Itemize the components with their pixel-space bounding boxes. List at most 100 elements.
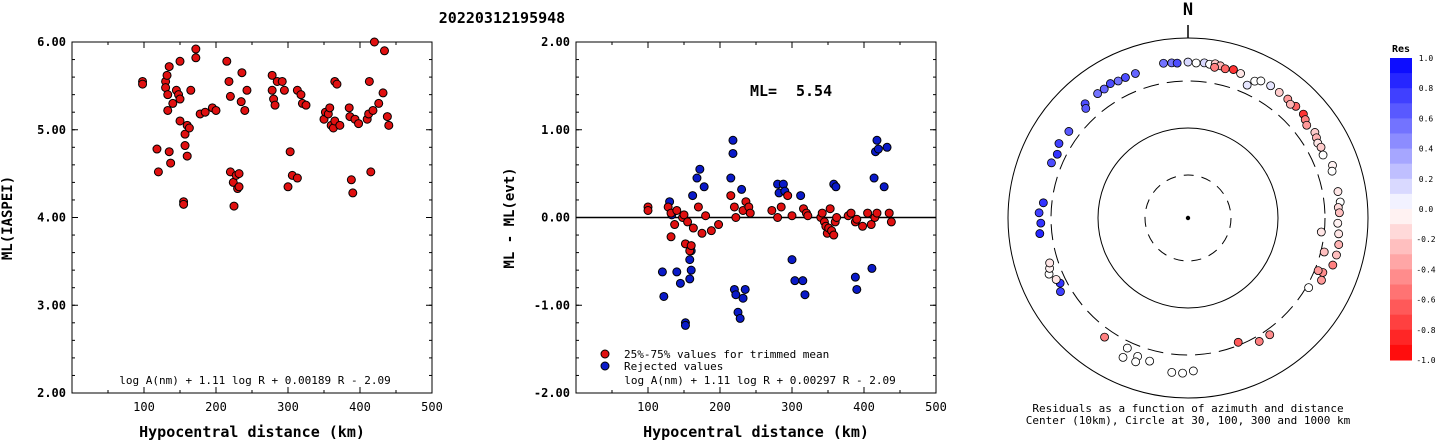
magnitude-point	[184, 123, 194, 133]
colorbar-segment	[1390, 224, 1412, 240]
magnitude-point	[229, 201, 239, 211]
magnitude-point	[283, 182, 293, 192]
magnitude-point	[225, 91, 235, 101]
station-residual-point	[1188, 366, 1198, 376]
magnitude-point	[234, 169, 244, 179]
colorbar-tick-label: 1.0	[1419, 54, 1434, 63]
station-residual-point	[1228, 65, 1238, 74]
station-residual-point	[1118, 352, 1128, 362]
used-point	[767, 205, 777, 215]
residual-ytick-label: -1.00	[534, 298, 570, 312]
ring-30km	[1144, 174, 1232, 262]
station-residual-point	[1100, 332, 1109, 342]
magnitude-ytick-label: 5.00	[37, 123, 66, 137]
station-residual-point	[1304, 283, 1314, 293]
magnitude-point	[236, 97, 246, 107]
rejected-point	[675, 278, 685, 288]
station-residual-point	[1167, 367, 1177, 377]
rejected-point	[728, 148, 738, 158]
colorbar-segment	[1390, 58, 1412, 74]
rejected-point	[879, 182, 889, 192]
magnitude-point	[242, 85, 252, 95]
magnitude-point	[200, 107, 210, 117]
rejected-point	[692, 173, 702, 183]
station-residual-point	[1081, 104, 1091, 113]
magnitude-point	[382, 112, 392, 122]
ring-1000km	[1007, 37, 1369, 399]
ml-label: ML=	[750, 82, 777, 100]
station-residual-point	[1332, 250, 1341, 260]
station-residual-point	[1183, 57, 1193, 67]
station-residual-point	[1052, 149, 1062, 159]
colorbar-segment	[1390, 148, 1412, 165]
rejected-point	[726, 173, 736, 183]
station-residual-point	[1034, 208, 1044, 218]
magnitude-point	[186, 85, 196, 95]
ring-100km	[1097, 127, 1279, 309]
station-residual-point	[1210, 62, 1219, 72]
magnitude-point	[292, 173, 302, 183]
colorbar	[1390, 58, 1412, 361]
colorbar-tick-label: 0.6	[1419, 114, 1434, 123]
magnitude-point	[374, 98, 384, 108]
residual-panel: 100 200 300 400 500 2.00 1.00 0.00 -1.00 -2.00 ML…	[502, 35, 947, 441]
magnitude-ytick-label: 2.00	[37, 386, 66, 400]
used-point	[884, 208, 894, 218]
colorbar-segment	[1390, 344, 1412, 361]
station-residual-point	[1191, 58, 1201, 68]
used-point	[773, 213, 783, 222]
rejected-point	[873, 144, 883, 154]
magnitude-xtick-label: 100	[133, 400, 155, 414]
figure-title: 20220312195948	[439, 9, 565, 27]
magnitude-point	[344, 103, 354, 113]
station-residual-point	[1220, 64, 1230, 74]
colorbar-tick-label: 0.0	[1419, 205, 1434, 214]
magnitude-panel: 100 200 300 400 500 6.00 5.00 4.00 3.00 2.00 log …	[0, 35, 443, 441]
rejected-point	[882, 142, 892, 152]
magnitude-point	[168, 98, 178, 108]
used-point	[729, 202, 739, 212]
station-residual-point	[1317, 275, 1326, 285]
rejected-point	[850, 272, 860, 282]
station-residual-point	[1113, 76, 1123, 86]
station-residual-point	[1334, 208, 1344, 218]
colorbar-tick-label: -0.4	[1416, 265, 1435, 274]
magnitude-point	[267, 70, 277, 80]
rejected-point	[798, 276, 808, 286]
station-residual-point	[1122, 343, 1132, 353]
used-point	[683, 217, 693, 227]
used-point	[832, 213, 842, 222]
magnitude-point	[179, 199, 189, 209]
station-residual-point	[1145, 356, 1155, 366]
magnitude-point	[166, 158, 176, 168]
used-point	[803, 211, 813, 221]
residual-xtick-label: 100	[637, 400, 659, 414]
magnitude-point	[366, 167, 376, 177]
rejected-point	[699, 182, 709, 192]
legend-label-rejected: Rejected values	[624, 360, 723, 373]
colorbar-tick-label: 0.8	[1419, 84, 1434, 93]
magnitude-xlabel: Hypocentral distance (km)	[139, 423, 365, 441]
magnitude-point	[332, 79, 342, 89]
legend-label-used: 25%-75% values for trimmed mean	[624, 348, 829, 361]
station-residual-point	[1266, 81, 1276, 91]
used-point	[688, 223, 698, 233]
used-point	[693, 202, 703, 212]
magnitude-point	[277, 76, 287, 86]
colorbar-tick-label: -0.8	[1416, 326, 1435, 335]
colorbar-title: Res	[1392, 44, 1410, 55]
station-residual-point	[1105, 79, 1115, 88]
rejected-point	[685, 255, 695, 265]
magnitude-xtick-label: 500	[421, 400, 443, 414]
rejected-point	[737, 184, 747, 194]
used-point	[672, 205, 682, 215]
magnitude-point	[182, 151, 192, 161]
azimuth-caption-line1: Residuals as a function of azimuth and d…	[1032, 402, 1343, 415]
rejected-point	[688, 191, 698, 201]
station-residual-point	[1319, 247, 1329, 257]
used-point	[858, 221, 868, 231]
used-point	[817, 208, 827, 218]
used-point	[706, 226, 716, 236]
station-residual-point	[1316, 142, 1326, 152]
residual-ytick-label: 0.00	[541, 211, 570, 225]
